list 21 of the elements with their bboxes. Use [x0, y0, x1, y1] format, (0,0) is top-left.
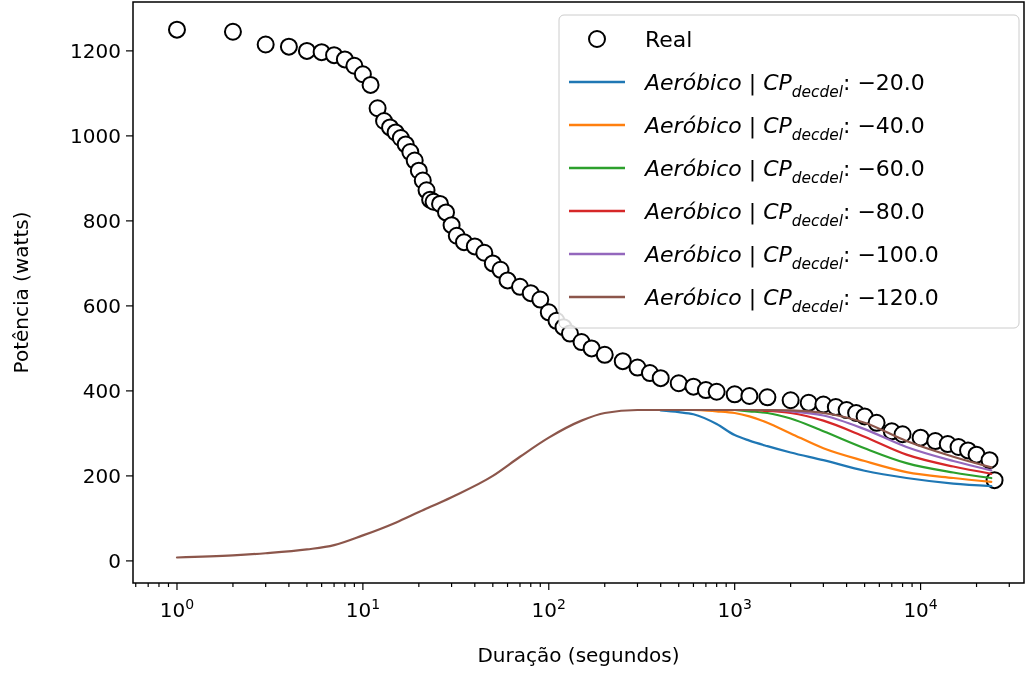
legend-label: Aeróbico | CP$_{dec}$$_{del}$: −20.0: [643, 70, 925, 102]
y-tick-label: 400: [82, 378, 121, 403]
y-tick-label: 1200: [70, 38, 121, 63]
y-tick-label: 200: [82, 463, 121, 488]
x-tick-label: 10$^{1}$: [345, 596, 381, 622]
x-tick-label: 10$^{0}$: [159, 596, 195, 622]
x-tick-label: 10$^{3}$: [717, 596, 752, 622]
x-tick-label: 10$^{2}$: [531, 596, 566, 622]
y-tick-label: 1000: [70, 123, 121, 148]
legend-label: Aeróbico | CP$_{dec}$$_{del}$: −100.0: [643, 242, 939, 274]
y-tick-label: 800: [82, 208, 121, 233]
legend-label: Aeróbico | CP$_{dec}$$_{del}$: −80.0: [643, 199, 925, 231]
x-axis-title: Duração (segundos): [477, 643, 680, 667]
y-tick-label: 600: [82, 293, 121, 318]
legend-label: Aeróbico | CP$_{dec}$$_{del}$: −60.0: [643, 156, 925, 188]
y-tick-label: 0: [108, 548, 121, 573]
y-axis-title: Potência (watts): [9, 211, 33, 374]
legend-label: Aeróbico | CP$_{dec}$$_{del}$: −40.0: [643, 113, 925, 145]
legend-label: Aeróbico | CP$_{dec}$$_{del}$: −120.0: [643, 285, 939, 317]
legend-label: Real: [645, 27, 693, 52]
x-tick-label: 10$^{4}$: [903, 596, 938, 622]
